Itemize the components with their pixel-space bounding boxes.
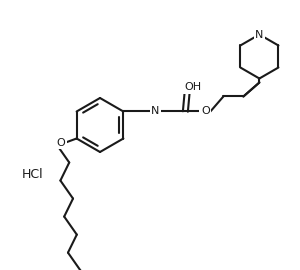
- Text: O: O: [56, 137, 65, 147]
- Text: N: N: [151, 106, 160, 116]
- Text: HCl: HCl: [22, 168, 44, 181]
- Text: O: O: [201, 106, 210, 116]
- Text: OH: OH: [185, 83, 202, 93]
- Text: N: N: [255, 29, 264, 39]
